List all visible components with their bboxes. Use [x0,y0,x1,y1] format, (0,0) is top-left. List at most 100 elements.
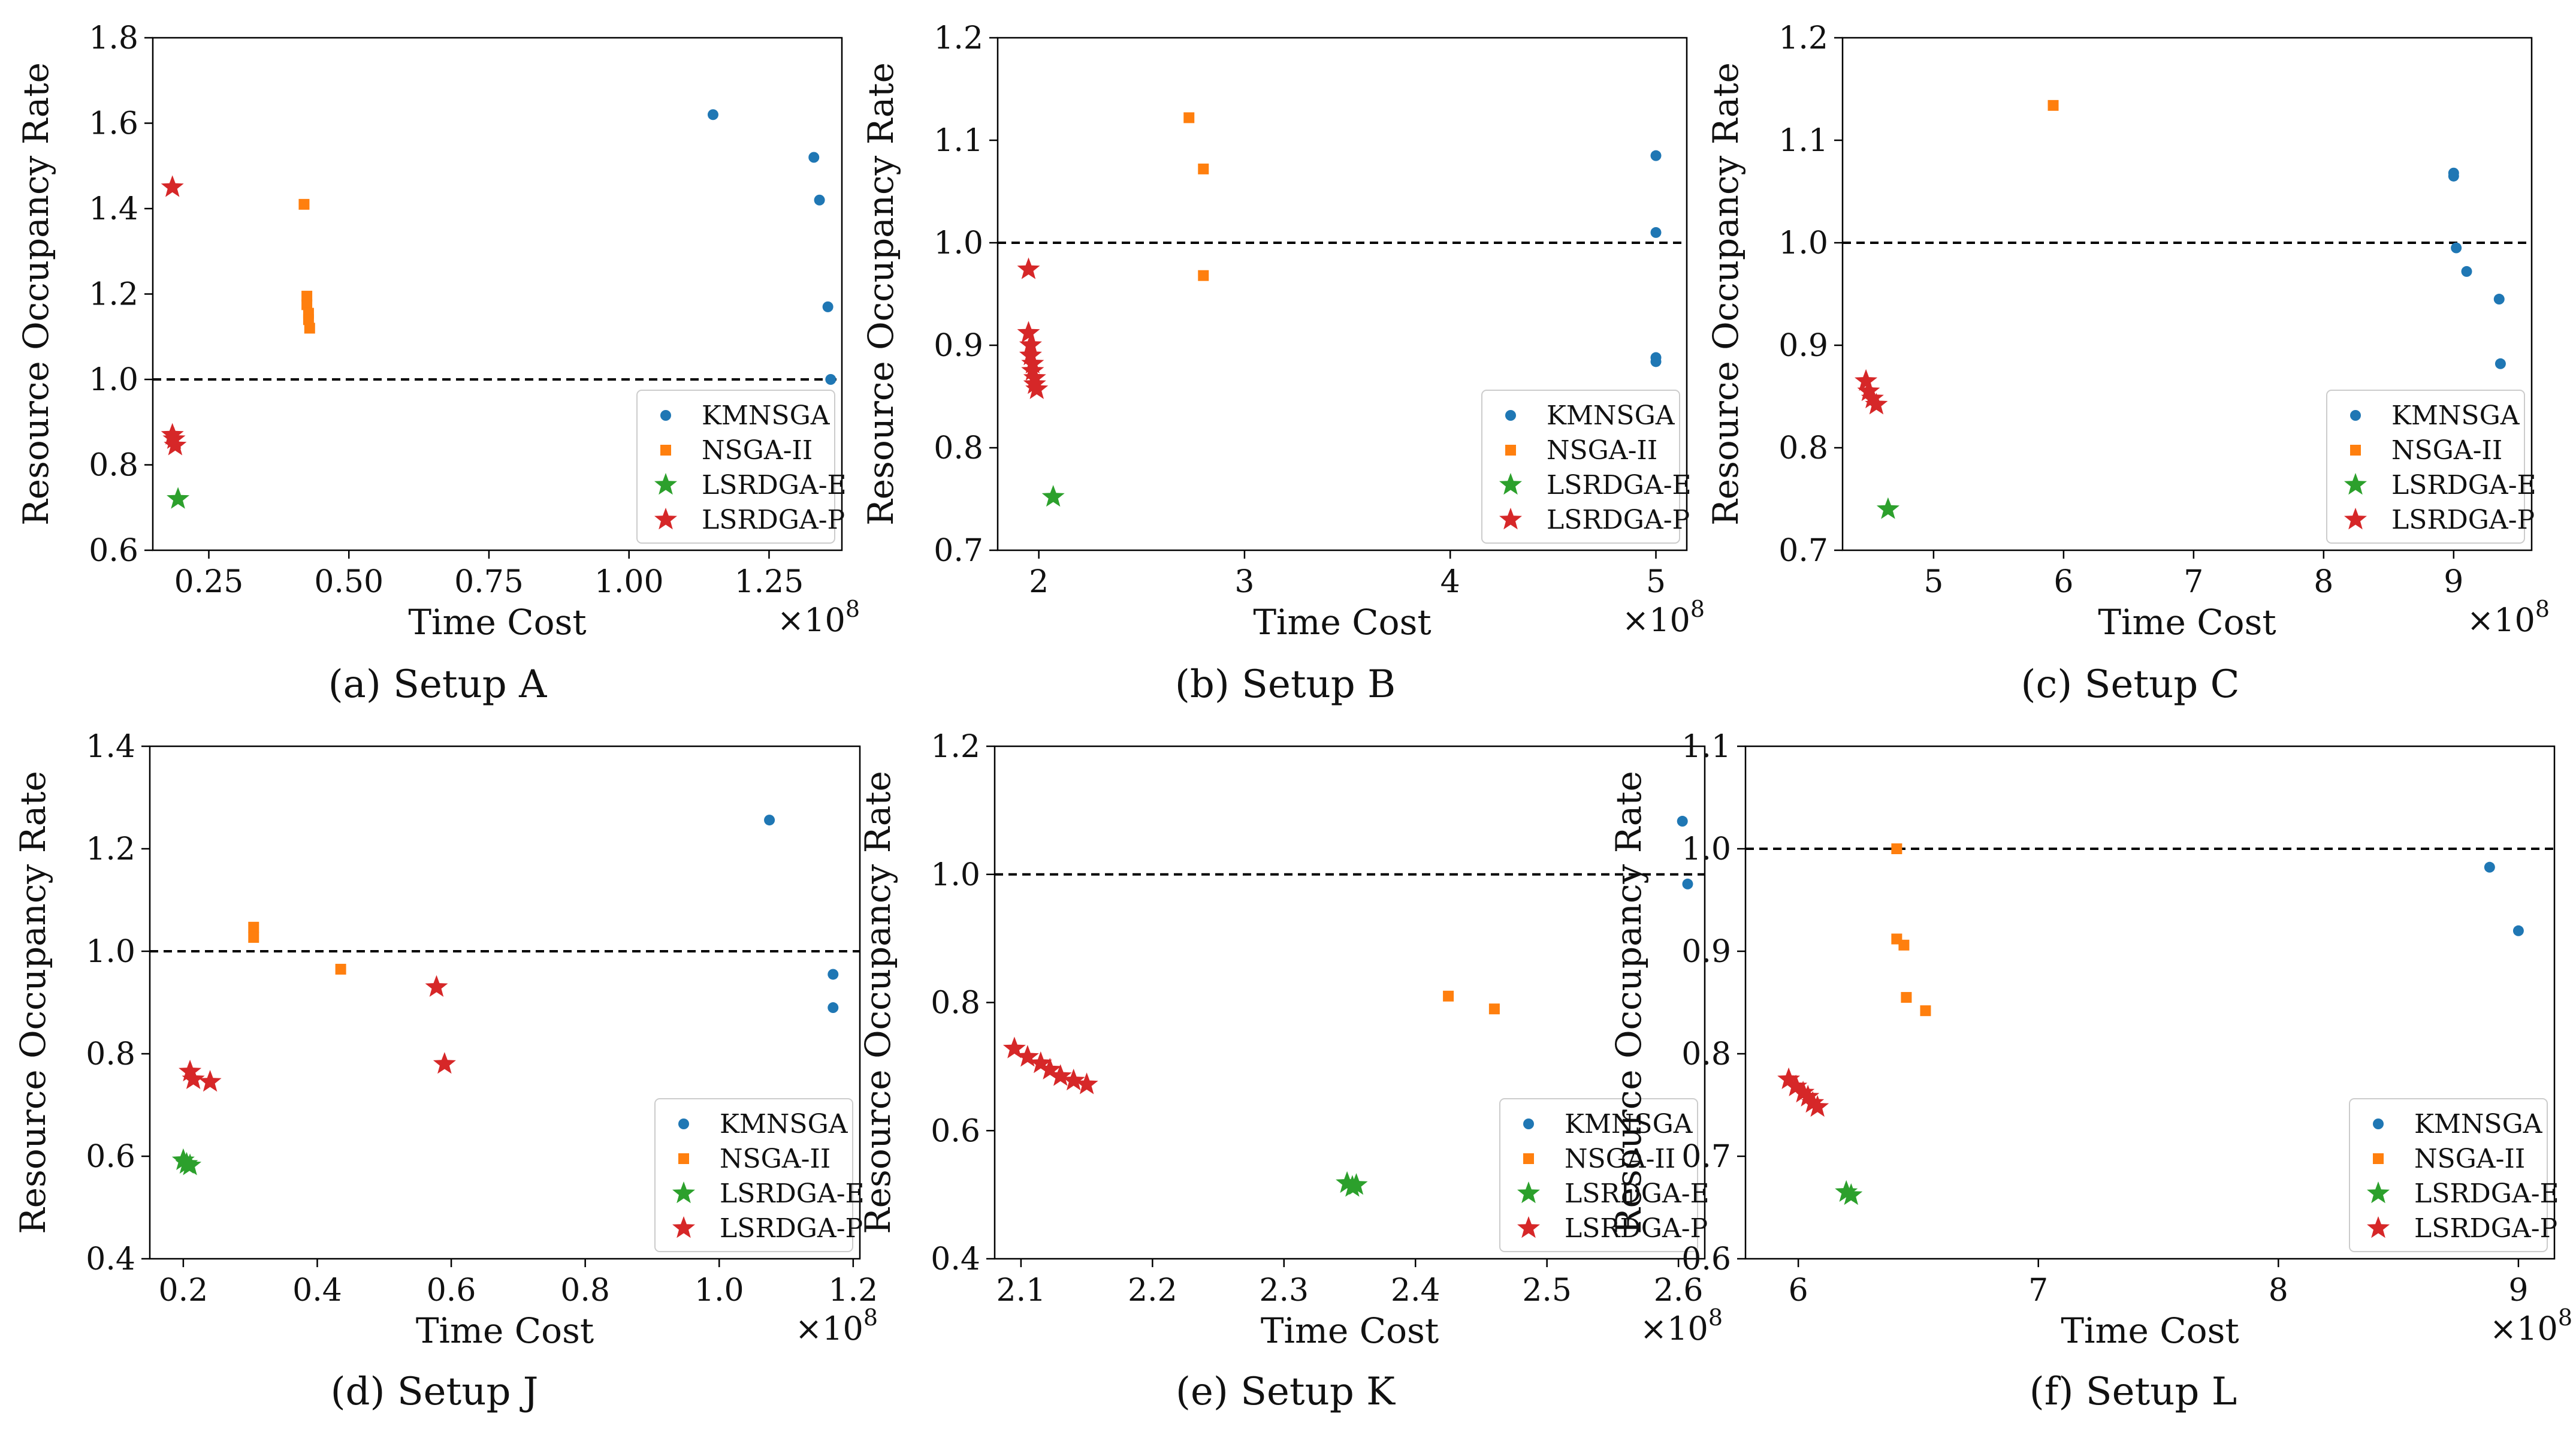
x-axis-multiplier: ×108 [1640,1304,1723,1347]
y-tick-label: 1.0 [934,225,983,261]
data-point [1002,1036,1026,1059]
legend-marker [1499,473,1522,495]
data-point [1075,1072,1098,1095]
legend-box [654,1098,853,1252]
legend: KMNSGA NSGA-II LSRDGA-E LSRDGA-P [654,1098,865,1252]
data-point [298,198,310,210]
data-point [822,301,833,312]
x-tick-label: 5 [1923,564,1943,600]
y-tick-label: 1.1 [1778,123,1828,159]
data-point [1835,1180,1858,1202]
data-point [1198,163,1209,174]
legend-label: LSRDGA-E [1547,470,1692,501]
series-nsga-ii [248,921,346,975]
x-tick-label: 0.25 [174,564,244,600]
chart-panel: 0.25 0.50 0.75 1.00 1.25 0.6 0.8 1.0 1.2 1.4 1.6 1.… [16,20,860,643]
x-tick-label: 2.3 [1259,1273,1309,1309]
legend-box [1481,390,1680,544]
y-tick-label: 1.0 [86,934,135,970]
x-tick-label: 8 [2314,564,2333,600]
data-point [1062,1068,1085,1091]
x-tick-label: 3 [1234,564,1254,600]
legend-label: KMNSGA [702,400,831,431]
legend-label: LSRDGA-E [1565,1178,1710,1209]
legend: KMNSGA NSGA-II LSRDGA-E LSRDGA-P [2326,390,2536,544]
legend: KMNSGA NSGA-II LSRDGA-E LSRDGA-P [1481,390,1692,544]
y-tick-label: 0.8 [931,985,980,1021]
data-point [1891,843,1902,854]
x-axis-label: Time Cost [1253,602,1431,643]
data-point [814,194,825,206]
y-tick-label: 0.8 [1681,1036,1731,1072]
series-lsrdga-e [167,487,190,509]
x-tick-label: 2.5 [1522,1273,1572,1309]
y-tick-label: 0.4 [86,1241,135,1277]
data-point [304,322,315,334]
legend-label: LSRDGA-E [702,470,847,501]
data-point [1443,990,1454,1002]
series-kmnsga [2448,167,2506,369]
legend-label: NSGA-II [702,435,813,466]
legend-marker [1523,1153,1534,1164]
data-point [1861,386,1884,409]
data-point [1901,991,1912,1003]
y-tick-label: 0.6 [931,1113,980,1149]
series-nsga-ii [1183,112,1209,281]
legend-label: KMNSGA [2414,1109,2543,1139]
legend-marker [2373,1119,2384,1129]
data-point [1017,257,1040,279]
data-point [248,931,259,943]
data-point [1865,393,1888,415]
series-lsrdga-e [1835,1180,1863,1205]
legend-label: LSRDGA-P [702,505,845,535]
series-kmnsga [707,109,836,385]
legend-label: LSRDGA-P [720,1213,863,1244]
legend-label: LSRDGA-E [2414,1178,2559,1209]
series-lsrdga-p [1002,1036,1098,1095]
legend-box [1499,1098,1698,1252]
data-point [1021,358,1044,381]
y-tick-label: 1.0 [1778,225,1828,261]
data-point [161,175,184,197]
legend-label: LSRDGA-E [720,1178,865,1209]
y-axis-label: Resource Occupancy Rate [857,771,898,1234]
x-tick-label: 5 [1646,564,1666,600]
plot-frame [1841,37,2533,551]
data-point [2461,266,2472,277]
data-point [2047,100,2059,111]
caption-setup-j: (d) Setup J [330,1370,539,1414]
legend-label: KMNSGA [1547,400,1675,431]
caption-setup-l: (f) Setup L [2029,1370,2237,1414]
x-tick-label: 2.6 [1654,1273,1704,1309]
x-tick-label: 0.75 [454,564,524,600]
y-tick-label: 0.6 [86,1139,135,1175]
legend-marker [2373,1153,2384,1164]
series-kmnsga [1650,150,1662,367]
series-kmnsga [1677,816,1693,890]
legend-label: LSRDGA-P [2414,1213,2557,1244]
data-point [1677,816,1688,827]
x-axis-label: Time Cost [2098,602,2276,643]
y-axis-label: Resource Occupancy Rate [1608,771,1649,1234]
data-point [1017,321,1040,343]
y-tick-label: 0.4 [931,1241,980,1277]
series-lsrdga-e [1876,497,1899,519]
data-point [425,975,448,997]
x-tick-label: 2.1 [996,1273,1046,1309]
data-point [1488,1003,1500,1015]
data-point [164,433,187,456]
x-axis-multiplier: ×108 [2467,596,2550,639]
x-tick-label: 8 [2269,1273,2288,1309]
data-point [1650,227,1662,238]
data-point [1019,343,1042,366]
y-tick-label: 1.1 [934,123,983,159]
legend-marker [654,473,677,495]
legend-label: LSRDGA-P [1547,505,1690,535]
y-tick-label: 0.7 [1778,533,1828,569]
plot-frame [1744,745,2556,1260]
data-point [2495,358,2506,369]
legend-label: NSGA-II [720,1144,831,1174]
data-point [1784,1074,1808,1096]
series-lsrdga-e [171,1148,202,1175]
